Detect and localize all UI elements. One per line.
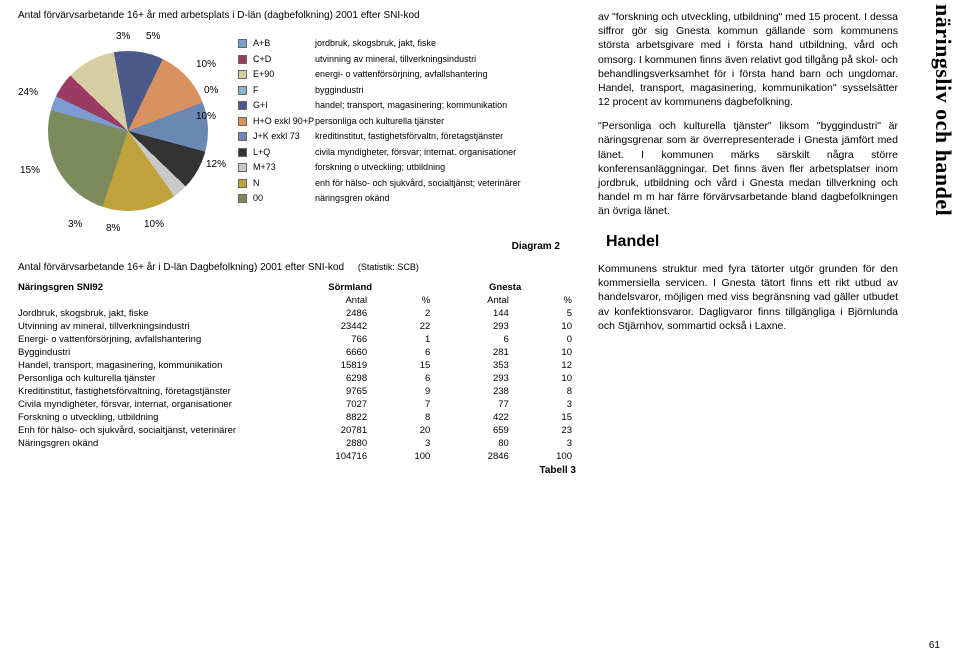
pie-pct-label: 3% <box>68 219 82 230</box>
legend-code: H+O exkl 90+P <box>253 115 315 129</box>
pie-pct-label: 0% <box>204 85 218 96</box>
legend-label: energi- o vattenförsörjning, avfallshant… <box>315 68 488 82</box>
pie-pct-label: 10% <box>196 59 216 70</box>
legend-swatch <box>238 194 247 203</box>
data-table: Näringsgren SNI92 Sörmland Gnesta Antal … <box>18 281 578 463</box>
pie-pct-label: 8% <box>106 223 120 234</box>
legend-label: näringsgren okänd <box>315 192 390 206</box>
legend-code: L+Q <box>253 146 315 160</box>
pie-pct-label: 15% <box>20 165 40 176</box>
table-row: Enh för hälso- och sjukvård, socialtjäns… <box>18 424 578 437</box>
table-row: Byggindustri6660628110 <box>18 346 578 359</box>
table-row: Personliga och kulturella tjänster629862… <box>18 372 578 385</box>
legend-swatch <box>238 163 247 172</box>
legend-swatch <box>238 148 247 157</box>
legend-code: E+90 <box>253 68 315 82</box>
legend-swatch <box>238 55 247 64</box>
legend-label: enh för hälso- och sjukvård, socialtjäns… <box>315 177 521 191</box>
table-label: Tabell 3 <box>18 465 578 476</box>
legend-item: A+Bjordbruk, skogsbruk, jakt, fiske <box>238 37 558 51</box>
table-row: Utvinning av mineral, tillverkningsindus… <box>18 320 578 333</box>
legend-item: J+K exkl 73kreditinstitut, fastighetsför… <box>238 130 558 144</box>
col-gnesta: Gnesta <box>436 281 578 294</box>
paragraph-1: av "forskning och utveckling, utbildning… <box>598 10 898 109</box>
legend-swatch <box>238 39 247 48</box>
legend-label: handel; transport, magasinering; kommuni… <box>315 99 507 113</box>
legend-label: utvinning av mineral, tillverkningsindus… <box>315 53 476 67</box>
legend-code: C+D <box>253 53 315 67</box>
legend-swatch <box>238 86 247 95</box>
legend-code: M+73 <box>253 161 315 175</box>
table-total-row: 1047161002846100 <box>18 450 578 463</box>
pie-pct-label: 10% <box>144 219 164 230</box>
legend-item: G+Ihandel; transport, magasinering; komm… <box>238 99 558 113</box>
table-row: Forskning o utveckling, utbildning882284… <box>18 411 578 424</box>
paragraph-2: "Personliga och kulturella tjänster" lik… <box>598 119 898 218</box>
page-number: 61 <box>929 640 940 651</box>
legend-item: Nenh för hälso- och sjukvård, socialtjän… <box>238 177 558 191</box>
table-row: Jordbruk, skogsbruk, jakt, fiske24862144… <box>18 307 578 320</box>
legend-swatch <box>238 179 247 188</box>
legend-code: J+K exkl 73 <box>253 130 315 144</box>
col-naringsgren: Näringsgren SNI92 <box>18 281 268 294</box>
legend-item: 00näringsgren okänd <box>238 192 558 206</box>
legend-label: jordbruk, skogsbruk, jakt, fiske <box>315 37 436 51</box>
legend-code: G+I <box>253 99 315 113</box>
table-row: Näringsgren okänd28803803 <box>18 437 578 450</box>
legend-item: C+Dutvinning av mineral, tillverkningsin… <box>238 53 558 67</box>
table-title: Antal förvärvsarbetande 16+ år i D-län D… <box>18 262 578 273</box>
legend-item: Fbyggindustri <box>238 84 558 98</box>
paragraph-3: Kommunens struktur med fyra tätorter utg… <box>598 262 898 333</box>
col-sormland: Sörmland <box>268 281 436 294</box>
handel-heading: Handel <box>598 228 667 256</box>
legend-label: civila myndigheter, försvar; internat. o… <box>315 146 516 160</box>
legend-label: forskning o utveckling; utbildning <box>315 161 445 175</box>
legend-item: E+90energi- o vattenförsörjning, avfalls… <box>238 68 558 82</box>
legend-item: L+Qcivila myndigheter, försvar; internat… <box>238 146 558 160</box>
pie-chart: 3% 5% 10% 0% 10% 12% 10% 8% 3% 15% 24% <box>18 27 238 237</box>
table-row: Kreditinstitut, fastighetsförvaltning, f… <box>18 385 578 398</box>
legend-item: M+73forskning o utveckling; utbildning <box>238 161 558 175</box>
legend-item: H+O exkl 90+Ppersonliga och kulturella t… <box>238 115 558 129</box>
table-row: Energi- o vattenförsörjning, avfallshant… <box>18 333 578 346</box>
legend-code: A+B <box>253 37 315 51</box>
chart-title: Antal förvärvsarbetande 16+ år med arbet… <box>18 10 578 21</box>
pie-pct-label: 10% <box>196 111 216 122</box>
legend-swatch <box>238 132 247 141</box>
table-row: Civila myndigheter, försvar, internat, o… <box>18 398 578 411</box>
pie-pct-label: 5% <box>146 31 160 42</box>
pie-pct-label: 24% <box>18 87 38 98</box>
legend-swatch <box>238 117 247 126</box>
legend-label: personliga och kulturella tjänster <box>315 115 444 129</box>
table-row: Handel, transport, magasinering, kommuni… <box>18 359 578 372</box>
pie-pct-label: 12% <box>206 159 226 170</box>
diagram-label: Diagram 2 <box>18 241 560 252</box>
legend-code: F <box>253 84 315 98</box>
legend-swatch <box>238 70 247 79</box>
chart-legend: A+Bjordbruk, skogsbruk, jakt, fiskeC+Dut… <box>238 27 558 208</box>
body-text: av "forskning och utveckling, utbildning… <box>588 10 898 649</box>
legend-label: byggindustri <box>315 84 364 98</box>
pie-pct-label: 3% <box>116 31 130 42</box>
legend-code: 00 <box>253 192 315 206</box>
legend-code: N <box>253 177 315 191</box>
legend-label: kreditinstitut, fastighetsförvaltn, före… <box>315 130 503 144</box>
legend-swatch <box>238 101 247 110</box>
side-tab: näringsliv och handel <box>930 4 956 216</box>
